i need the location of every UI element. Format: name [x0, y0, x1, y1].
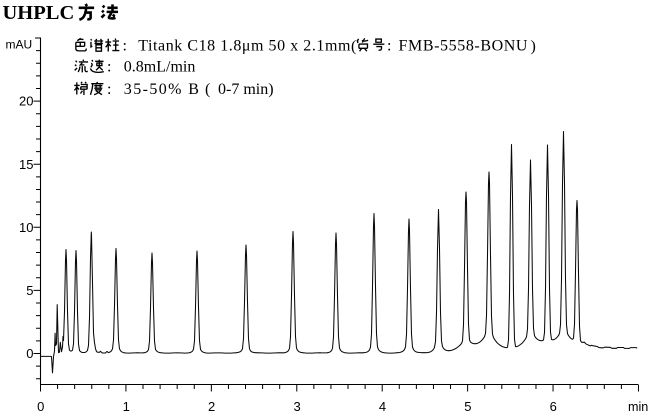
svg-text:0-7 min): 0-7 min) — [218, 81, 274, 98]
svg-text:35-50% B: 35-50% B — [124, 81, 201, 98]
svg-text:min: min — [628, 400, 648, 414]
svg-text:2: 2 — [208, 399, 215, 414]
svg-text:0: 0 — [37, 399, 44, 414]
svg-text:15: 15 — [19, 157, 33, 172]
svg-text:): ) — [531, 38, 536, 55]
svg-text:3: 3 — [293, 399, 300, 414]
svg-text:5: 5 — [464, 399, 471, 414]
svg-text::: : — [107, 59, 111, 76]
svg-text:20: 20 — [19, 94, 33, 109]
svg-text::: : — [387, 38, 391, 55]
svg-text:mAU: mAU — [6, 37, 33, 51]
svg-text:4: 4 — [379, 399, 386, 414]
svg-text:0: 0 — [26, 346, 33, 361]
svg-text:(: ( — [205, 81, 210, 98]
svg-text:(: ( — [351, 38, 356, 55]
svg-text:5: 5 — [26, 283, 33, 298]
svg-text:1: 1 — [123, 399, 130, 414]
svg-text:6: 6 — [550, 399, 557, 414]
svg-text:FMB-5558-BONU: FMB-5558-BONU — [399, 38, 529, 55]
svg-text:10: 10 — [19, 220, 33, 235]
svg-text:UHPLC: UHPLC — [3, 2, 75, 24]
svg-text::: : — [107, 81, 111, 98]
svg-text:0.8mL/min: 0.8mL/min — [124, 59, 196, 76]
svg-text:Titank C18 1.8μm 50 x 2.1mm: Titank C18 1.8μm 50 x 2.1mm — [138, 38, 351, 55]
svg-text::: : — [123, 38, 127, 55]
